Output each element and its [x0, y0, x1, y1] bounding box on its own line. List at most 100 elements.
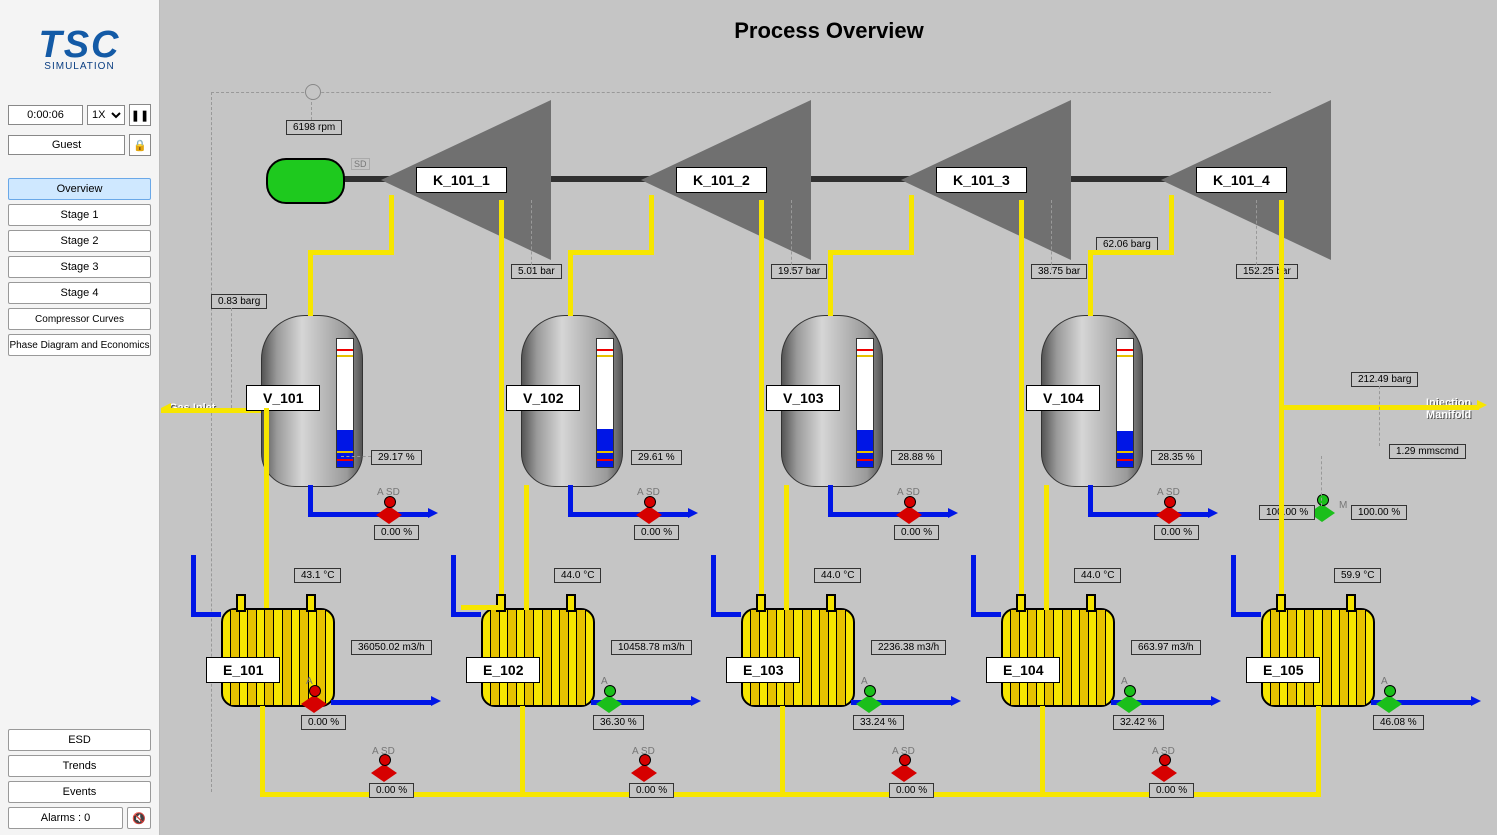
pause-button[interactable]: ❚❚: [129, 104, 151, 126]
nav-stage2[interactable]: Stage 2: [8, 230, 151, 252]
outlet-p-dash: [1379, 386, 1380, 446]
e101-flow-readout[interactable]: 36050.02 m3/h: [351, 640, 432, 655]
nav-events[interactable]: Events: [8, 781, 151, 803]
k3-p-dash: [1051, 200, 1052, 270]
e102-nozzle-t2: [566, 594, 576, 612]
e102-flow-readout[interactable]: 10458.78 m3/h: [611, 640, 692, 655]
e103-flow-readout[interactable]: 2236.38 m3/h: [871, 640, 946, 655]
v102-drain-valve[interactable]: [636, 502, 662, 524]
driver-rpm-readout[interactable]: 6198 rpm: [286, 120, 342, 135]
e101-cool-val[interactable]: 0.00 %: [301, 715, 346, 730]
v102-drain-val[interactable]: 0.00 %: [634, 525, 679, 540]
v101-level-readout[interactable]: 29.17 %: [371, 450, 422, 465]
exchanger-e103-label[interactable]: E_103: [726, 657, 800, 683]
e105-gas-out-h: [1246, 792, 1321, 797]
outlet-fcv-pv[interactable]: 100.00 %: [1351, 505, 1407, 520]
compressor-k4-label[interactable]: K_101_4: [1196, 167, 1287, 193]
e105-cool-val[interactable]: 46.08 %: [1373, 715, 1424, 730]
alarm-mute-button[interactable]: 🔇: [127, 807, 151, 829]
e103-bypass-valve[interactable]: [891, 760, 917, 782]
e102-temp-readout[interactable]: 44.0 °C: [554, 568, 601, 583]
v102-level-readout[interactable]: 29.61 %: [631, 450, 682, 465]
e101-temp-readout[interactable]: 43.1 °C: [294, 568, 341, 583]
vessel-v102-label[interactable]: V_102: [506, 385, 580, 411]
e105-nozzle-t: [1276, 594, 1286, 612]
e104-flow-readout[interactable]: 663.97 m3/h: [1131, 640, 1201, 655]
compressor-k2-label[interactable]: K_101_2: [676, 167, 767, 193]
inlet-arrow: [161, 403, 171, 413]
nav-stage1[interactable]: Stage 1: [8, 204, 151, 226]
k2-pressure-readout[interactable]: 19.57 bar: [771, 264, 827, 279]
e105-cool-valve[interactable]: [1376, 691, 1402, 713]
e102-gas-out-h: [466, 792, 730, 797]
v103-drain-valve[interactable]: [896, 502, 922, 524]
e101-bypass-val[interactable]: 0.00 %: [369, 783, 414, 798]
e104-cool-val[interactable]: 32.42 %: [1113, 715, 1164, 730]
v101-drain-val[interactable]: 0.00 %: [374, 525, 419, 540]
speed-select[interactable]: 1X: [87, 105, 125, 125]
k3-pressure-readout[interactable]: 38.75 bar: [1031, 264, 1087, 279]
k4-pressure-readout[interactable]: 152.25 bar: [1236, 264, 1298, 279]
nav-esd[interactable]: ESD: [8, 729, 151, 751]
nav-compressor-curves[interactable]: Compressor Curves: [8, 308, 151, 330]
nav-trends[interactable]: Trends: [8, 755, 151, 777]
exchanger-e102-label[interactable]: E_102: [466, 657, 540, 683]
motor-driver[interactable]: [266, 158, 345, 204]
v103-gas-h: [828, 250, 913, 255]
e101-cool-out: [331, 700, 431, 705]
e103-cool-valve[interactable]: [856, 691, 882, 713]
vessel-v101-label[interactable]: V_101: [246, 385, 320, 411]
nav-alarms[interactable]: Alarms : 0: [8, 807, 123, 829]
v102-drain-v: [568, 485, 573, 515]
e102-gas-out-v: [520, 706, 525, 796]
v103-level-readout[interactable]: 28.88 %: [891, 450, 942, 465]
exchanger-e104-label[interactable]: E_104: [986, 657, 1060, 683]
v103-drain-val[interactable]: 0.00 %: [894, 525, 939, 540]
sim-time-display: 0:00:06: [8, 105, 83, 125]
e103-bypass-val[interactable]: 0.00 %: [889, 783, 934, 798]
inlet-pressure-readout[interactable]: 0.83 barg: [211, 294, 267, 309]
nav-group: Overview Stage 1 Stage 2 Stage 3 Stage 4…: [0, 178, 159, 356]
e104-bypass-val[interactable]: 0.00 %: [1149, 783, 1194, 798]
e104-temp-readout[interactable]: 44.0 °C: [1074, 568, 1121, 583]
e104-cool-valve[interactable]: [1116, 691, 1142, 713]
e103-gas-out-h: [726, 792, 990, 797]
e101-nozzle-t2: [306, 594, 316, 612]
e101-bypass-valve[interactable]: [371, 760, 397, 782]
e104-bypass-valve[interactable]: [1151, 760, 1177, 782]
outlet-fcv-sp[interactable]: 100.00 %: [1259, 505, 1315, 520]
v104-drain-val[interactable]: 0.00 %: [1154, 525, 1199, 540]
nav-phase-diagram[interactable]: Phase Diagram and Economics: [8, 334, 151, 356]
exchanger-e105-label[interactable]: E_105: [1246, 657, 1320, 683]
outlet-pressure-readout[interactable]: 212.49 barg: [1351, 372, 1418, 387]
e105-temp-readout[interactable]: 59.9 °C: [1334, 568, 1381, 583]
nav-stage4[interactable]: Stage 4: [8, 282, 151, 304]
e102-cool-valve[interactable]: [596, 691, 622, 713]
e102-bypass-valve[interactable]: [631, 760, 657, 782]
vessel-v103-label[interactable]: V_103: [766, 385, 840, 411]
e101-gas-out-v: [260, 706, 265, 796]
k1-pressure-readout[interactable]: 5.01 bar: [511, 264, 562, 279]
v103-drain-h: [828, 512, 948, 517]
compressor-k1-label[interactable]: K_101_1: [416, 167, 507, 193]
e103-cool-val[interactable]: 33.24 %: [853, 715, 904, 730]
v103-gas-up1: [828, 250, 833, 316]
e101-cool-valve[interactable]: [301, 691, 327, 713]
user-button[interactable]: Guest: [8, 135, 125, 155]
v104-level-readout[interactable]: 28.35 %: [1151, 450, 1202, 465]
v102-drain-mode: A SD: [637, 487, 660, 498]
e103-temp-readout[interactable]: 44.0 °C: [814, 568, 861, 583]
e102-bypass-val[interactable]: 0.00 %: [629, 783, 674, 798]
v103-drain-arrow: [948, 508, 958, 518]
nav-stage3[interactable]: Stage 3: [8, 256, 151, 278]
compressor-k3-label[interactable]: K_101_3: [936, 167, 1027, 193]
exchanger-e101-label[interactable]: E_101: [206, 657, 280, 683]
v104-drain-valve[interactable]: [1156, 502, 1182, 524]
e103-cool-mode: A: [861, 676, 868, 687]
e102-cool-val[interactable]: 36.30 %: [593, 715, 644, 730]
vessel-v104-label[interactable]: V_104: [1026, 385, 1100, 411]
outlet-flow-readout[interactable]: 1.29 mmscmd: [1389, 444, 1466, 459]
lock-button[interactable]: 🔒: [129, 134, 151, 156]
nav-overview[interactable]: Overview: [8, 178, 151, 200]
v101-drain-valve[interactable]: [376, 502, 402, 524]
